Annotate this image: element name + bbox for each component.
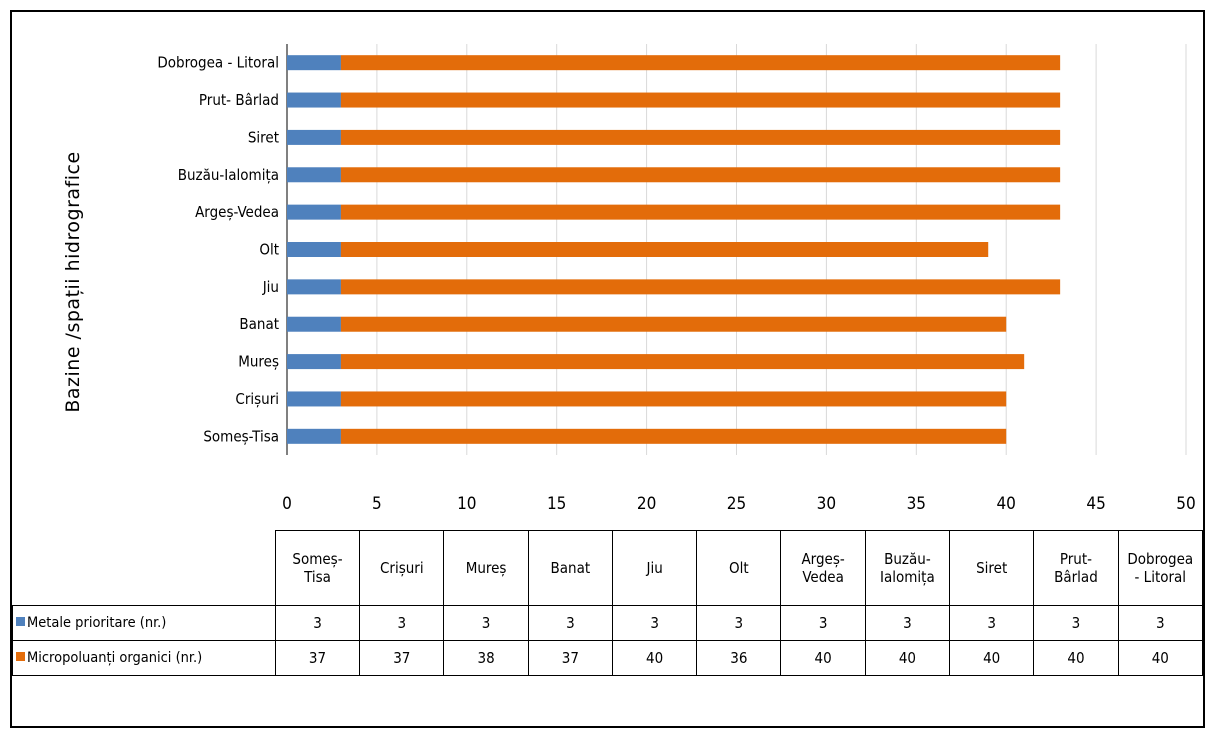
x-tick-label: 25 <box>727 494 746 514</box>
category-label: Mureș <box>238 353 279 371</box>
table-header-cell: Olt <box>696 530 782 606</box>
table-cell: 37 <box>359 640 445 676</box>
table-cell: 3 <box>864 605 951 641</box>
x-tick-label: 0 <box>282 494 292 514</box>
bar-micropoluanti <box>340 167 1061 183</box>
x-tick-label: 30 <box>817 494 836 514</box>
x-tick-label: 45 <box>1086 494 1105 514</box>
table-cell: 40 <box>949 640 1035 676</box>
table-cell: 3 <box>780 605 866 641</box>
x-tick-label: 15 <box>547 494 566 514</box>
bar-metale <box>287 316 341 332</box>
data-table: Someș- Tisa Crișuri Mureș Banat Jiu Olt Argeș- V… <box>12 530 1204 676</box>
bar-metale <box>287 55 341 71</box>
bar-micropoluanti <box>340 129 1061 145</box>
table-header-cell: Argeș- Vedea <box>780 530 866 606</box>
table-row-header: Micropoluanți organici (nr.) <box>12 640 276 676</box>
table-cell: 40 <box>1117 640 1204 676</box>
x-tick-label: 5 <box>372 494 382 514</box>
table-header-cell: Jiu <box>611 530 698 606</box>
category-label: Prut- Bârlad <box>199 91 279 109</box>
category-label: Dobrogea - Litoral <box>157 54 279 72</box>
table-cell: 3 <box>527 605 614 641</box>
table-cell: 40 <box>864 640 951 676</box>
bar-metale <box>287 242 341 257</box>
x-tick-label: 50 <box>1176 494 1195 514</box>
table-cell: 40 <box>780 640 866 676</box>
bar-metale <box>287 279 341 295</box>
table-cell: 3 <box>696 605 782 641</box>
table-cell: 40 <box>611 640 698 676</box>
bar-micropoluanti <box>340 428 1007 444</box>
bar-micropoluanti <box>340 316 1007 332</box>
table-cell: 37 <box>527 640 614 676</box>
table-header-cell: Siret <box>949 530 1035 606</box>
bar-micropoluanti <box>340 55 1061 71</box>
table-cell: 3 <box>1117 605 1204 641</box>
category-label: Olt <box>259 241 279 259</box>
table-header-cell: Mureș <box>443 530 529 606</box>
table-corner <box>12 530 276 606</box>
table-cell: 3 <box>443 605 529 641</box>
bar-metale <box>287 391 341 407</box>
table-cell: 3 <box>274 605 361 641</box>
table-row: Micropoluanți organici (nr.) 37 37 38 37 40 36… <box>12 640 1204 676</box>
bar-metale <box>287 204 341 220</box>
bar-micropoluanti <box>340 92 1061 108</box>
table-row-header: Metale prioritare (nr.) <box>12 605 276 641</box>
legend-key <box>16 617 25 626</box>
table-cell: 3 <box>949 605 1035 641</box>
table-cell: 3 <box>359 605 445 641</box>
table-header-cell: Someș- Tisa <box>274 530 361 606</box>
category-label: Someș-Tisa <box>203 427 279 445</box>
chart-frame: 0 5 10 15 20 25 30 35 40 45 50 Someș-Tisa Crișuri Mur… <box>10 10 1205 728</box>
table-cell: 3 <box>611 605 698 641</box>
table-cell: 38 <box>443 640 529 676</box>
category-label: Crișuri <box>235 390 279 408</box>
bar-micropoluanti <box>340 204 1061 220</box>
table-header-cell: Crișuri <box>359 530 445 606</box>
chart-plot: 0 5 10 15 20 25 30 35 40 45 50 Someș-Tisa Crișuri Mur… <box>157 44 1196 514</box>
bar-metale <box>287 92 341 108</box>
table-row: Metale prioritare (nr.) 3 3 3 3 3 3 3 3 3 3 3 <box>12 605 1204 641</box>
table-cell: 3 <box>1033 605 1119 641</box>
x-tick-label: 20 <box>637 494 656 514</box>
bar-metale <box>287 354 341 370</box>
y-axis-label: Bazine /spații hidrografice <box>62 151 84 413</box>
table-header-cell: Prut- Bârlad <box>1033 530 1119 606</box>
category-label: Argeș-Vedea <box>195 203 279 221</box>
x-tick-label: 10 <box>457 494 476 514</box>
table-cell: 40 <box>1033 640 1119 676</box>
category-label: Jiu <box>262 278 279 296</box>
bar-metale <box>287 167 341 183</box>
category-label: Siret <box>248 128 279 146</box>
category-label: Buzău-Ialomița <box>178 166 279 184</box>
x-tick-label: 40 <box>996 494 1015 514</box>
table-header-cell: Banat <box>527 530 614 606</box>
bar-micropoluanti <box>340 279 1061 295</box>
table-header-cell: Dobrogea - Litoral <box>1117 530 1204 606</box>
bar-micropoluanti <box>340 354 1025 370</box>
table-header-cell: Buzău- Ialomița <box>864 530 951 606</box>
legend-key <box>16 652 25 661</box>
bar-micropoluanti <box>340 391 1007 407</box>
bar-micropoluanti <box>340 242 989 257</box>
x-tick-label: 35 <box>907 494 926 514</box>
table-cell: 37 <box>274 640 361 676</box>
bar-metale <box>287 129 341 145</box>
table-cell: 36 <box>696 640 782 676</box>
category-label: Banat <box>239 315 279 333</box>
bar-metale <box>287 428 341 444</box>
